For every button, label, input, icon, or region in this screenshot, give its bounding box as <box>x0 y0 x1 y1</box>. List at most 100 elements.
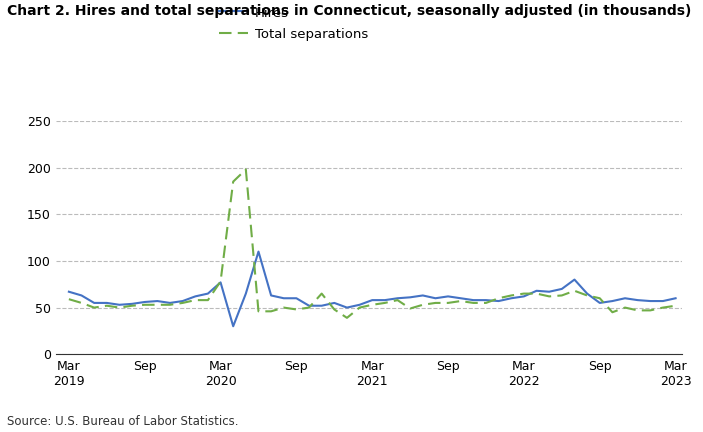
Total separations <box>90 305 98 310</box>
Hires <box>570 277 579 282</box>
Total separations <box>242 167 250 172</box>
Hires <box>280 295 288 301</box>
Hires <box>153 299 162 304</box>
Hires <box>583 291 591 296</box>
Hires <box>115 302 124 308</box>
Hires <box>646 299 654 304</box>
Hires <box>141 299 149 305</box>
Hires <box>482 298 490 303</box>
Total separations <box>368 302 376 308</box>
Hires <box>77 293 86 298</box>
Hires <box>621 295 629 301</box>
Total separations <box>65 297 73 302</box>
Total separations <box>254 309 263 314</box>
Total separations <box>557 293 566 298</box>
Total separations <box>633 308 642 313</box>
Hires <box>191 294 200 299</box>
Hires <box>292 295 301 301</box>
Total separations <box>393 298 401 303</box>
Total separations <box>595 295 604 301</box>
Hires <box>90 300 98 305</box>
Total separations <box>356 305 364 310</box>
Total separations <box>456 299 465 304</box>
Total separations <box>280 305 288 310</box>
Total separations <box>532 291 541 296</box>
Total separations <box>494 295 503 301</box>
Total separations <box>520 291 528 296</box>
Hires <box>103 300 111 305</box>
Line: Total separations: Total separations <box>69 169 676 318</box>
Total separations <box>671 303 680 308</box>
Hires <box>545 289 553 294</box>
Hires <box>633 298 642 303</box>
Total separations <box>292 307 301 312</box>
Hires <box>494 299 503 304</box>
Total separations <box>431 300 439 305</box>
Hires <box>520 294 528 299</box>
Total separations <box>380 300 389 305</box>
Hires <box>469 298 477 303</box>
Hires <box>532 288 541 293</box>
Total separations <box>418 302 427 308</box>
Hires <box>305 303 314 308</box>
Total separations <box>267 309 276 314</box>
Hires <box>330 300 339 305</box>
Total separations <box>141 302 149 308</box>
Total separations <box>406 306 414 311</box>
Total separations <box>608 310 617 315</box>
Total separations <box>482 300 490 305</box>
Hires <box>608 299 617 304</box>
Total separations <box>217 279 225 284</box>
Hires <box>595 300 604 305</box>
Hires <box>166 300 174 305</box>
Hires <box>406 295 414 300</box>
Hires <box>444 294 452 299</box>
Hires <box>343 305 352 310</box>
Hires <box>128 301 136 306</box>
Total separations <box>103 303 111 308</box>
Total separations <box>166 302 174 308</box>
Hires <box>671 295 680 301</box>
Hires <box>418 293 427 298</box>
Hires <box>242 291 250 296</box>
Total separations <box>646 308 654 313</box>
Total separations <box>191 298 200 303</box>
Total separations <box>469 300 477 305</box>
Hires <box>318 303 326 308</box>
Hires <box>393 295 401 301</box>
Hires <box>217 280 225 285</box>
Hires <box>456 295 465 301</box>
Hires <box>65 289 73 294</box>
Total separations <box>570 288 579 293</box>
Hires <box>659 299 667 304</box>
Hires <box>204 291 212 296</box>
Hires <box>254 249 263 254</box>
Total separations <box>545 294 553 299</box>
Total separations <box>583 293 591 298</box>
Hires <box>507 295 515 301</box>
Total separations <box>621 305 629 310</box>
Total separations <box>444 300 452 305</box>
Hires <box>356 302 364 308</box>
Total separations <box>318 291 326 296</box>
Hires <box>267 293 276 298</box>
Total separations <box>128 303 136 308</box>
Text: Source: U.S. Bureau of Labor Statistics.: Source: U.S. Bureau of Labor Statistics. <box>7 415 238 428</box>
Total separations <box>179 300 187 305</box>
Hires <box>431 295 439 301</box>
Hires <box>229 324 238 329</box>
Total separations <box>305 305 314 310</box>
Hires <box>380 298 389 303</box>
Legend: Hires, Total separations: Hires, Total separations <box>219 6 368 41</box>
Hires <box>179 299 187 304</box>
Total separations <box>115 305 124 310</box>
Total separations <box>77 300 86 305</box>
Text: Chart 2. Hires and total separations in Connecticut, seasonally adjusted (in tho: Chart 2. Hires and total separations in … <box>7 4 692 18</box>
Line: Hires: Hires <box>69 251 676 326</box>
Total separations <box>507 293 515 298</box>
Total separations <box>343 315 352 321</box>
Hires <box>557 286 566 292</box>
Total separations <box>659 305 667 310</box>
Total separations <box>229 179 238 184</box>
Hires <box>368 298 376 303</box>
